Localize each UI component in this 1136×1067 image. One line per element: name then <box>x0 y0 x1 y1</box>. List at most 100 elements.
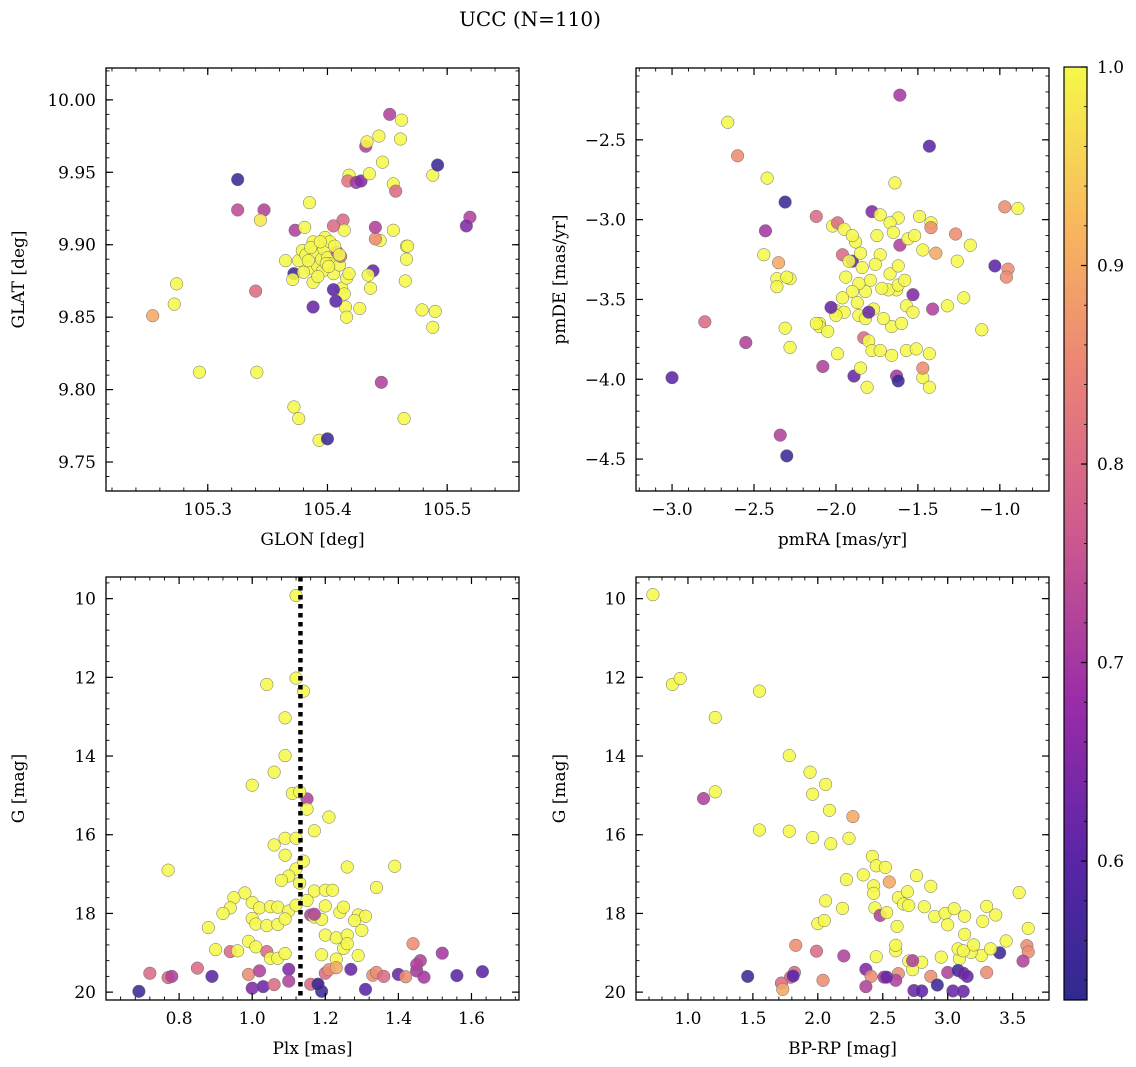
data-point <box>347 913 362 928</box>
data-point <box>298 220 312 234</box>
figure-title: UCC (N=110) <box>459 7 601 31</box>
axes-frame <box>105 576 520 1001</box>
data-point <box>999 934 1013 948</box>
data-point <box>868 257 882 271</box>
data-point <box>311 977 325 991</box>
data-point <box>646 588 660 602</box>
scatter-points <box>132 588 490 998</box>
data-point <box>377 969 391 983</box>
data-point <box>249 284 263 298</box>
y-tick-label: 9.90 <box>58 236 96 256</box>
data-point <box>908 229 922 243</box>
data-point <box>831 347 845 361</box>
data-point <box>306 300 320 314</box>
data-point <box>190 961 204 975</box>
data-point <box>835 901 850 915</box>
data-point <box>708 710 722 725</box>
data-point <box>355 923 369 937</box>
data-point <box>329 294 343 308</box>
data-point <box>340 310 354 324</box>
data-point <box>1016 954 1030 968</box>
data-point <box>342 267 356 281</box>
y-tick-label: 9.80 <box>58 381 96 401</box>
data-point <box>863 273 877 287</box>
data-point <box>278 831 292 845</box>
data-point <box>287 400 301 414</box>
data-point <box>912 209 927 223</box>
data-point <box>989 908 1003 922</box>
data-point <box>776 982 790 996</box>
data-point <box>698 315 712 329</box>
data-point <box>344 962 358 976</box>
data-point <box>758 224 773 238</box>
x-axis-label: BP-RP [mag] <box>788 1039 897 1059</box>
data-point <box>869 950 883 964</box>
data-point <box>386 223 400 237</box>
colorbar-tick-label: 1.0 <box>1097 58 1124 78</box>
data-point <box>292 412 306 426</box>
x-tick-label: 1.5 <box>739 1009 766 1029</box>
data-point <box>963 238 977 252</box>
data-point <box>360 135 374 149</box>
data-point <box>267 838 281 852</box>
data-point <box>894 316 909 330</box>
y-tick-label: 10 <box>604 590 626 610</box>
x-tick-label: 1.0 <box>239 1009 266 1029</box>
panel-top-left: 105.3 105.4 105.5 9.75 9.80 9.85 9.90 9.95 10.00… <box>9 67 520 550</box>
data-point <box>368 220 382 234</box>
data-point <box>731 149 745 163</box>
data-point <box>770 280 784 294</box>
data-point <box>326 883 340 897</box>
data-point <box>909 869 924 883</box>
data-point <box>389 184 403 198</box>
data-point <box>322 259 336 274</box>
data-point <box>673 671 687 686</box>
y-tick-label: 16 <box>74 826 96 846</box>
data-point <box>383 107 397 121</box>
data-point <box>231 172 245 187</box>
data-point <box>893 88 907 102</box>
data-point <box>782 824 796 838</box>
data-point <box>960 969 974 983</box>
data-point <box>393 132 408 146</box>
data-point <box>249 940 263 954</box>
data-point <box>399 970 413 984</box>
data-point <box>846 810 860 824</box>
data-point <box>783 340 797 354</box>
data-point <box>353 301 367 316</box>
data-point <box>311 270 325 284</box>
data-point <box>249 917 263 931</box>
data-point <box>922 380 936 394</box>
colorbar-tick-label: 0.6 <box>1097 852 1124 872</box>
data-point <box>782 749 796 763</box>
data-point <box>885 348 899 362</box>
data-point <box>401 239 415 253</box>
data-point <box>696 791 711 806</box>
data-point <box>915 984 929 998</box>
data-point <box>998 200 1012 214</box>
data-point <box>999 270 1013 284</box>
data-point <box>368 232 382 246</box>
data-point <box>806 787 820 801</box>
x-tick-label: 3.5 <box>999 1009 1026 1029</box>
data-point <box>326 283 340 297</box>
data-point <box>388 859 402 873</box>
data-point <box>161 863 175 877</box>
data-point <box>741 969 755 983</box>
data-point <box>909 342 923 356</box>
colorbar-tick-label: 0.7 <box>1097 654 1124 674</box>
data-point <box>143 966 157 980</box>
x-tick-label: −1.5 <box>897 500 938 520</box>
data-point <box>806 830 820 845</box>
data-point <box>949 227 963 241</box>
data-point <box>278 848 292 862</box>
data-point <box>803 765 817 779</box>
y-tick-label: 12 <box>604 668 626 688</box>
data-point <box>898 273 912 287</box>
data-point <box>930 978 944 992</box>
data-point <box>967 938 981 952</box>
data-point <box>870 229 884 243</box>
data-point <box>428 304 442 318</box>
x-tick-label: −3.0 <box>651 500 692 520</box>
data-point <box>837 949 851 963</box>
